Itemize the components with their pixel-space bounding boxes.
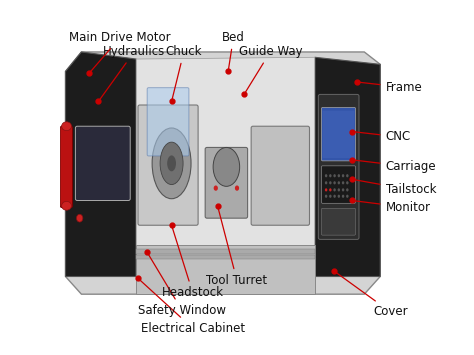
Ellipse shape xyxy=(167,155,176,171)
Text: Bed: Bed xyxy=(222,31,245,69)
Ellipse shape xyxy=(325,181,328,184)
Ellipse shape xyxy=(325,188,328,191)
Text: Main Drive Motor: Main Drive Motor xyxy=(70,31,171,71)
Ellipse shape xyxy=(329,195,332,198)
FancyBboxPatch shape xyxy=(147,88,189,156)
FancyBboxPatch shape xyxy=(138,105,198,225)
FancyBboxPatch shape xyxy=(60,126,73,208)
Text: Headstock: Headstock xyxy=(162,228,224,300)
FancyBboxPatch shape xyxy=(205,147,247,218)
FancyBboxPatch shape xyxy=(323,111,355,158)
FancyBboxPatch shape xyxy=(251,126,310,225)
FancyBboxPatch shape xyxy=(136,245,315,294)
Ellipse shape xyxy=(214,185,218,191)
Polygon shape xyxy=(136,57,315,277)
Ellipse shape xyxy=(342,188,344,191)
Ellipse shape xyxy=(346,188,348,191)
Ellipse shape xyxy=(213,147,240,186)
Polygon shape xyxy=(315,57,380,277)
Ellipse shape xyxy=(329,181,332,184)
FancyBboxPatch shape xyxy=(321,208,356,235)
Text: Guide Way: Guide Way xyxy=(239,45,302,92)
Ellipse shape xyxy=(337,181,340,184)
FancyBboxPatch shape xyxy=(75,126,130,201)
Text: CNC: CNC xyxy=(355,130,411,143)
Ellipse shape xyxy=(333,195,336,198)
Text: Tool Turret: Tool Turret xyxy=(207,208,267,287)
Text: Frame: Frame xyxy=(360,81,422,94)
Text: Monitor: Monitor xyxy=(355,201,430,214)
Polygon shape xyxy=(65,52,136,277)
Ellipse shape xyxy=(325,195,328,198)
Ellipse shape xyxy=(337,188,340,191)
Ellipse shape xyxy=(337,195,340,198)
Ellipse shape xyxy=(346,181,348,184)
Ellipse shape xyxy=(235,185,239,191)
Ellipse shape xyxy=(346,174,348,178)
Polygon shape xyxy=(65,52,380,294)
Ellipse shape xyxy=(342,174,344,178)
FancyBboxPatch shape xyxy=(321,108,356,161)
Ellipse shape xyxy=(62,201,72,210)
Ellipse shape xyxy=(346,195,348,198)
Ellipse shape xyxy=(325,174,328,178)
FancyBboxPatch shape xyxy=(321,166,356,203)
Ellipse shape xyxy=(333,174,336,178)
Text: Chuck: Chuck xyxy=(166,45,202,99)
Ellipse shape xyxy=(333,188,336,191)
Ellipse shape xyxy=(152,128,191,199)
Text: Electrical Cabinet: Electrical Cabinet xyxy=(140,280,245,335)
Ellipse shape xyxy=(337,174,340,178)
Ellipse shape xyxy=(329,188,332,191)
Ellipse shape xyxy=(342,181,344,184)
Text: Safety Window: Safety Window xyxy=(138,254,226,317)
Ellipse shape xyxy=(342,195,344,198)
Ellipse shape xyxy=(160,142,183,185)
FancyBboxPatch shape xyxy=(136,249,315,253)
Text: Tailstock: Tailstock xyxy=(355,180,436,196)
FancyBboxPatch shape xyxy=(319,94,359,239)
Ellipse shape xyxy=(333,181,336,184)
Text: Cover: Cover xyxy=(337,273,408,318)
Text: Carriage: Carriage xyxy=(355,160,436,173)
Ellipse shape xyxy=(329,174,332,178)
Ellipse shape xyxy=(76,214,83,222)
FancyBboxPatch shape xyxy=(136,255,315,259)
Ellipse shape xyxy=(62,122,72,131)
Text: Hydraulics: Hydraulics xyxy=(100,45,165,99)
